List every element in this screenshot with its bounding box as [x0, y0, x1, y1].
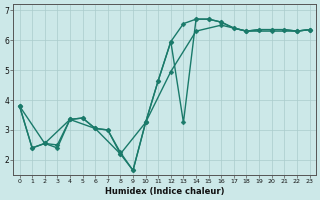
X-axis label: Humidex (Indice chaleur): Humidex (Indice chaleur): [105, 187, 224, 196]
